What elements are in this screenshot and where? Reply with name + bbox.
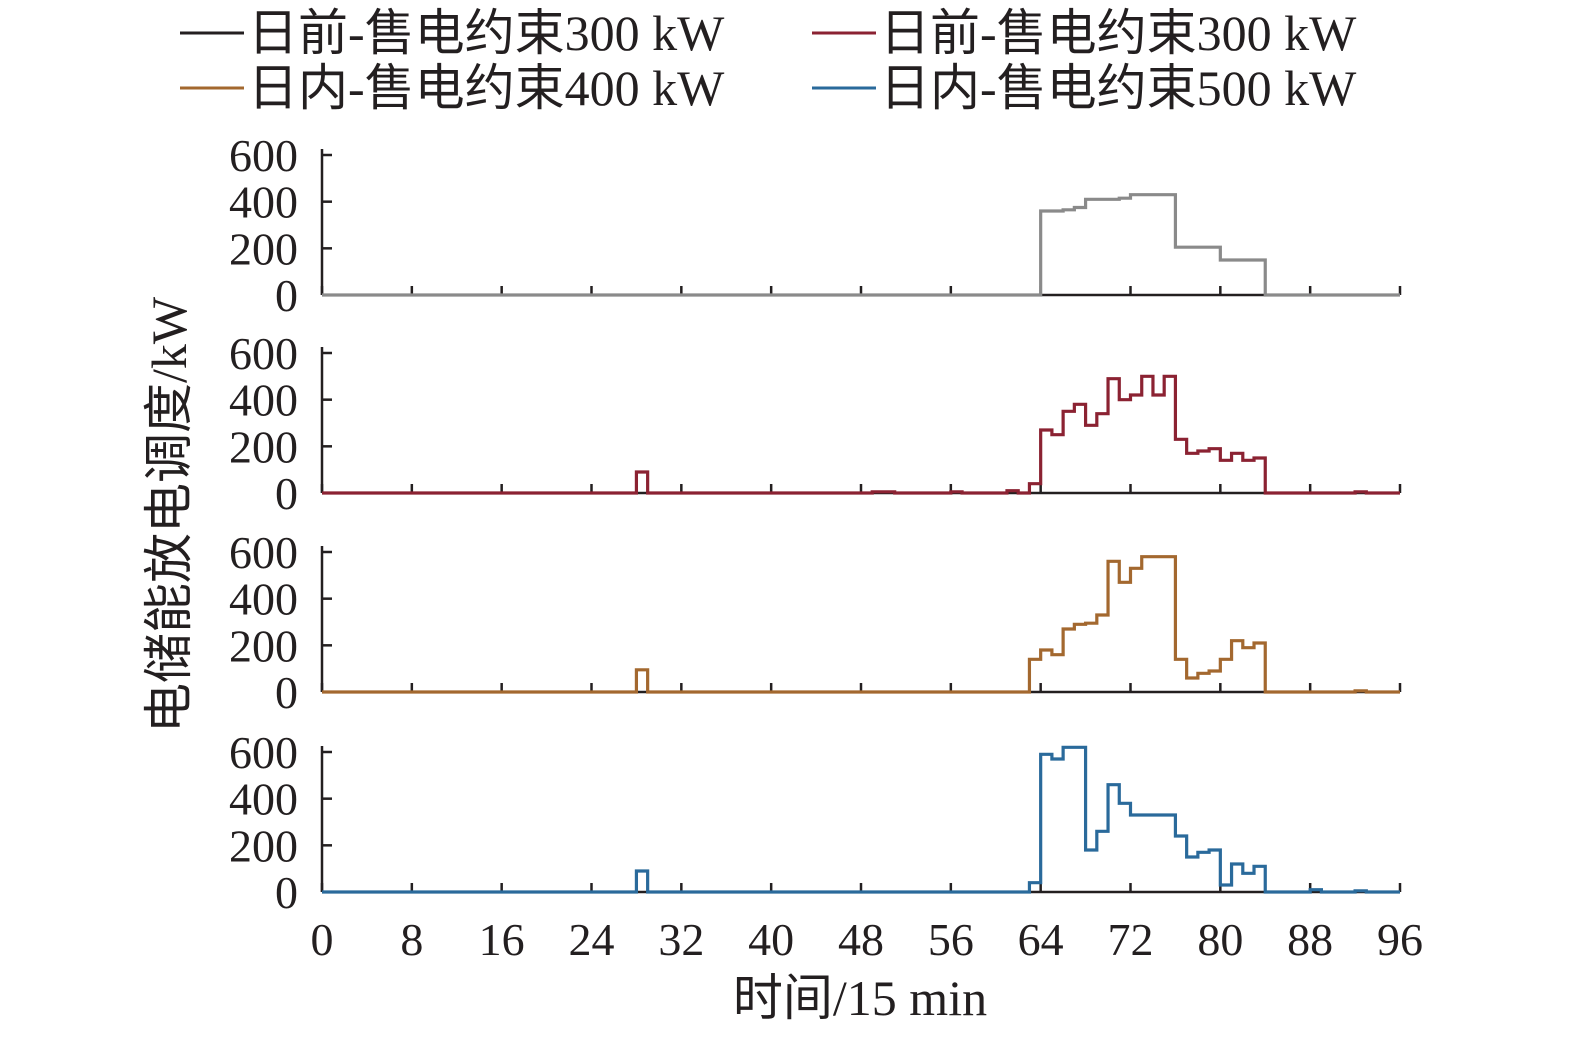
legend-item-1: 日前-售电约束300 kW: [180, 5, 725, 61]
x-tick-label: 32: [658, 914, 704, 965]
y-tick-label: 200: [229, 820, 298, 871]
y-tick-label: 600: [229, 130, 298, 181]
y-axis-title: 电储能放电调度/kW: [141, 296, 197, 733]
x-tick-label: 16: [479, 914, 525, 965]
y-tick-label: 400: [229, 774, 298, 825]
y-tick-label: 200: [229, 620, 298, 671]
x-tick-label: 0: [311, 914, 334, 965]
x-axis: 0 8 16 24 32 40 48 56 64 72 80 88 96: [311, 914, 1424, 965]
legend-label: 日内-售电约束500 kW: [880, 60, 1357, 116]
y-tick-label: 0: [275, 867, 298, 918]
y-tick-label: 600: [229, 527, 298, 578]
legend-item-4: 日内-售电约束500 kW: [812, 60, 1357, 116]
series-line-4: [322, 745, 1400, 894]
legend-item-2: 日前-售电约束300 kW: [812, 5, 1357, 61]
x-tick-label: 80: [1197, 914, 1243, 965]
y-tick-label: 200: [229, 223, 298, 274]
legend-item-3: 日内-售电约束400 kW: [180, 60, 725, 116]
y-tick-label: 600: [229, 727, 298, 778]
x-tick-label: 56: [928, 914, 974, 965]
series-line-1: [322, 193, 1400, 297]
legend-label: 日前-售电约束300 kW: [248, 5, 725, 61]
y-tick-label: 400: [229, 574, 298, 625]
x-tick-label: 40: [748, 914, 794, 965]
legend-label: 日内-售电约束400 kW: [248, 60, 725, 116]
y-tick-label: 600: [229, 328, 298, 379]
x-tick-label: 8: [400, 914, 423, 965]
x-tick-label: 72: [1108, 914, 1154, 965]
series-line-3: [322, 555, 1400, 694]
x-axis-title: 时间/15 min: [733, 970, 987, 1026]
x-tick-label: 96: [1377, 914, 1423, 965]
y-tick-label: 0: [275, 468, 298, 519]
x-tick-label: 24: [569, 914, 615, 965]
y-tick-label: 0: [275, 667, 298, 718]
series-line-2: [322, 374, 1400, 495]
x-tick-label: 64: [1018, 914, 1064, 965]
y-tick-label: 400: [229, 375, 298, 426]
legend-label: 日前-售电约束300 kW: [880, 5, 1357, 61]
y-tick-label: 0: [275, 270, 298, 321]
x-tick-label: 88: [1287, 914, 1333, 965]
y-tick-label: 200: [229, 421, 298, 472]
x-tick-label: 48: [838, 914, 884, 965]
y-tick-label: 400: [229, 177, 298, 228]
